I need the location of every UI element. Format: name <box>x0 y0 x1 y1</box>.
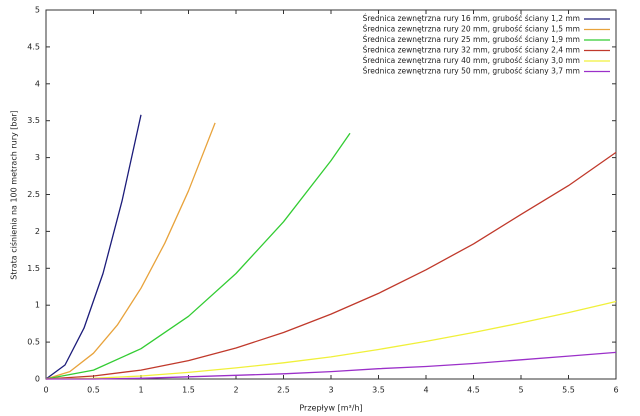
legend-label: Średnica zewnętrzna rury 40 mm, grubość … <box>363 56 580 65</box>
y-tick-label: 5 <box>35 6 40 15</box>
series-line <box>45 122 216 380</box>
legend-label: Średnica zewnętrzna rury 20 mm, grubość … <box>363 25 580 34</box>
legend-label: Średnica zewnętrzna rury 25 mm, grubość … <box>363 35 580 44</box>
y-tick-label: 4.5 <box>27 42 40 51</box>
x-tick-label: 4.5 <box>467 386 480 395</box>
series-line <box>45 151 617 380</box>
x-tick-label: 2 <box>233 386 238 395</box>
x-tick-label: 0.5 <box>87 386 100 395</box>
y-tick-label: 3.5 <box>27 116 40 125</box>
y-tick-label: 3 <box>35 153 40 162</box>
y-tick-label: 0 <box>35 375 40 384</box>
x-tick-label: 5 <box>518 386 523 395</box>
series-line <box>45 300 617 380</box>
legend-label: Średnica zewnętrzna rury 32 mm, grubość … <box>363 46 580 55</box>
y-tick-label: 1.5 <box>27 264 40 273</box>
x-tick-label: 4 <box>423 386 428 395</box>
x-tick-label: 3.5 <box>372 386 385 395</box>
x-tick-label: 0 <box>43 386 48 395</box>
x-tick-label: 1.5 <box>182 386 195 395</box>
legend-label: Średnica zewnętrzna rury 16 mm, grubość … <box>363 14 580 23</box>
y-tick-label: 1 <box>35 301 40 310</box>
y-tick-label: 2 <box>35 227 40 236</box>
y-tick-label: 4 <box>35 79 40 88</box>
series-line <box>45 114 142 380</box>
plot-frame <box>45 9 617 380</box>
series-line <box>45 132 351 380</box>
x-tick-label: 3 <box>328 386 333 395</box>
x-tick-label: 6 <box>613 386 618 395</box>
legend-label: Średnica zewnętrzna rury 50 mm, grubość … <box>363 67 580 76</box>
x-axis-label: Przepływ [m³/h] <box>299 404 362 413</box>
series-line <box>46 351 617 380</box>
x-tick-label: 5.5 <box>562 386 575 395</box>
x-tick-label: 1 <box>138 386 143 395</box>
y-tick-label: 2.5 <box>27 190 40 199</box>
x-tick-label: 2.5 <box>277 386 290 395</box>
y-axis-label: Strata ciśnienia na 100 metrach rury [ba… <box>9 110 19 280</box>
y-tick-label: 0.5 <box>27 338 40 347</box>
legend: Średnica zewnętrzna rury 16 mm, grubość … <box>363 14 610 76</box>
